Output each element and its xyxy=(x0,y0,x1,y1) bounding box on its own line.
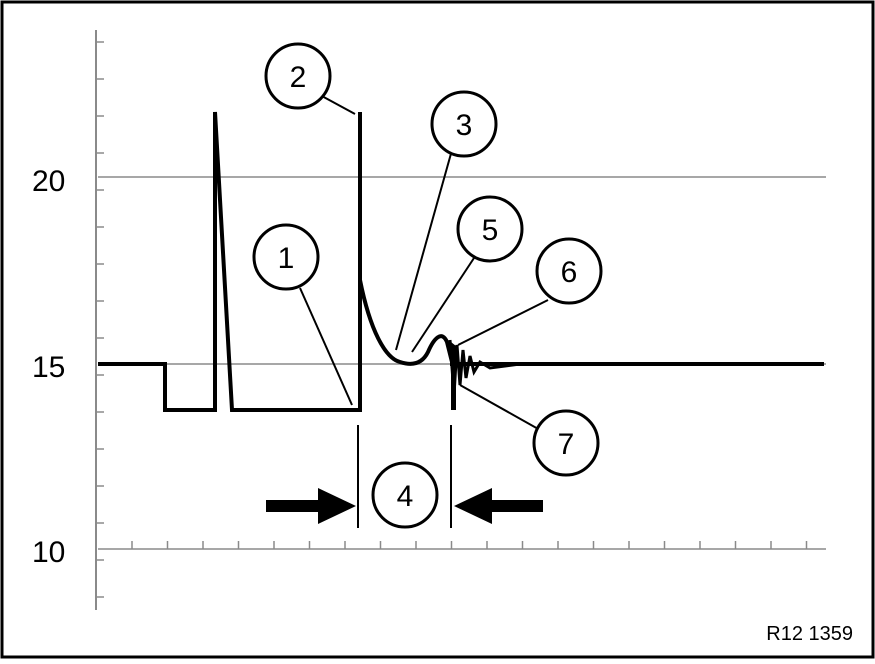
trace-oscillation-fill xyxy=(451,342,456,410)
callout-circle xyxy=(535,237,603,305)
y-tick-label-20: 20 xyxy=(32,165,65,198)
callout-7: 7 xyxy=(532,409,600,477)
leader-line-1 xyxy=(299,287,353,406)
leader-line-6 xyxy=(457,299,549,346)
trace-line xyxy=(98,111,824,412)
callout-6: 6 xyxy=(535,237,603,305)
callout-circle xyxy=(430,90,498,158)
callout-circle xyxy=(264,42,332,110)
arrow-right-icon xyxy=(266,488,356,524)
callout-number-2: 2 xyxy=(290,61,307,94)
callout-2: 2 xyxy=(264,42,332,110)
callout-5: 5 xyxy=(456,195,524,263)
y-tick-label-10: 10 xyxy=(32,536,65,569)
callout-4: 4 xyxy=(371,461,439,529)
callout-number-3: 3 xyxy=(456,109,473,142)
callout-3: 3 xyxy=(430,90,498,158)
callout-number-1: 1 xyxy=(278,242,295,275)
x-axis-ticks xyxy=(131,541,808,549)
leader-line-3 xyxy=(395,149,453,351)
y-tick-label-15: 15 xyxy=(32,351,65,384)
callout-number-7: 7 xyxy=(558,428,575,461)
leader-line-7 xyxy=(459,384,541,431)
callout-number-5: 5 xyxy=(482,214,499,247)
callout-number-6: 6 xyxy=(561,256,578,289)
callout-circle xyxy=(532,409,600,477)
y-axis-minor-ticks xyxy=(96,41,104,598)
arrow-left-icon xyxy=(454,488,543,524)
leader-line-2 xyxy=(319,94,356,115)
callout-circle xyxy=(371,461,439,529)
callout-circle xyxy=(456,195,524,263)
callout-1: 1 xyxy=(252,223,320,291)
callout-circle xyxy=(252,223,320,291)
leader-line-5 xyxy=(411,254,477,353)
callout-number-4: 4 xyxy=(397,480,414,513)
reference-code: R12 1359 xyxy=(766,623,853,645)
